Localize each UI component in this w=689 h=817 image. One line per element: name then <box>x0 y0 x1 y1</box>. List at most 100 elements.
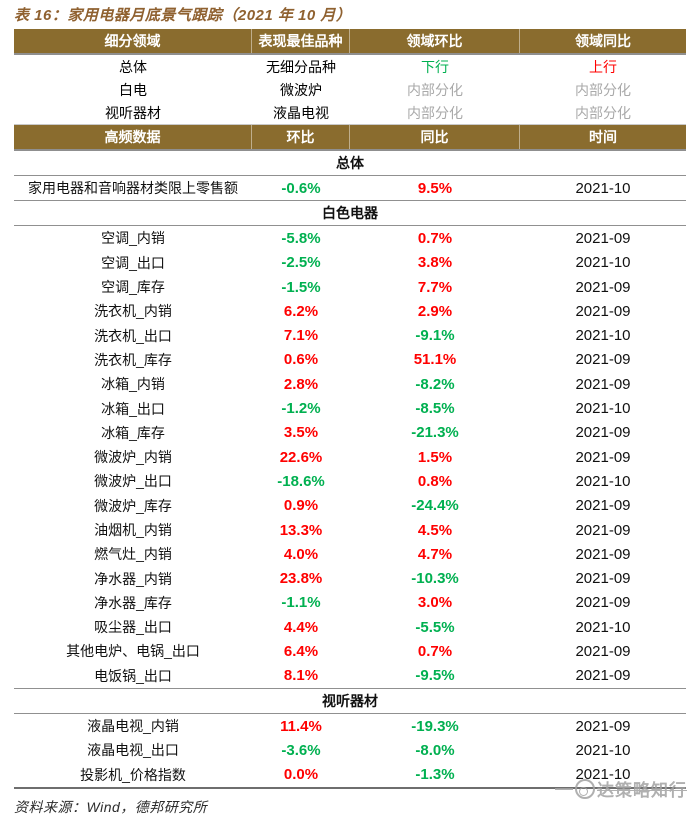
data-row: 其他电炉、电锅_出口 6.4% 0.7% 2021-09 <box>14 639 686 663</box>
mom-cell: 4.0% <box>283 545 319 563</box>
data-row: 液晶电视_内销 11.4% -19.3% 2021-09 <box>14 714 686 738</box>
data-row: 洗衣机_出口 7.1% -9.1% 2021-10 <box>14 323 686 347</box>
date-cell: 2021-09 <box>575 424 631 442</box>
data-row: 微波炉_内销 22.6% 1.5% 2021-09 <box>14 445 686 469</box>
data-row: 电饭锅_出口 8.1% -9.5% 2021-09 <box>14 664 686 688</box>
date-cell: 2021-09 <box>575 278 631 296</box>
indicator-cell: 液晶电视_内销 <box>87 718 179 735</box>
data-row: 空调_出口 -2.5% 3.8% 2021-10 <box>14 251 686 275</box>
date-cell: 2021-10 <box>575 179 631 197</box>
summary-header-best-variety: 表现最佳品种 <box>252 29 350 53</box>
date-cell: 2021-09 <box>575 521 631 539</box>
yoy-cell: 9.5% <box>417 179 453 197</box>
data-row: 洗衣机_内销 6.2% 2.9% 2021-09 <box>14 299 686 323</box>
indicator-cell: 洗衣机_库存 <box>94 351 172 368</box>
data-row: 洗衣机_库存 0.6% 51.1% 2021-09 <box>14 348 686 372</box>
summary-header-segment-yoy: 领域同比 <box>575 33 631 49</box>
indicator-cell: 净水器_内销 <box>94 570 172 587</box>
date-cell: 2021-10 <box>575 472 631 490</box>
segment-cell: 总体 <box>119 58 147 75</box>
mom-cell: 11.4% <box>280 717 322 735</box>
yoy-cell: 3.8% <box>417 254 453 272</box>
date-cell: 2021-10 <box>575 741 631 759</box>
data-row: 吸尘器_出口 4.4% -5.5% 2021-10 <box>14 615 686 639</box>
date-cell: 2021-09 <box>575 351 631 369</box>
data-row: 空调_库存 -1.5% 7.7% 2021-09 <box>14 275 686 299</box>
data-row: 净水器_内销 23.8% -10.3% 2021-09 <box>14 566 686 590</box>
mom-cell: 3.5% <box>283 424 319 442</box>
data-row: 空调_内销 -5.8% 0.7% 2021-09 <box>14 226 686 250</box>
indicator-cell: 冰箱_内销 <box>101 376 165 393</box>
indicator-cell: 微波炉_内销 <box>94 449 172 466</box>
mom-cell: 13.3% <box>279 521 323 539</box>
yoy-cell: -8.0% <box>415 741 455 759</box>
summary-header-row: 细分领域 表现最佳品种 领域环比 领域同比 <box>14 29 686 55</box>
mom-cell: 4.4% <box>283 618 319 636</box>
data-row: 净水器_库存 -1.1% 3.0% 2021-09 <box>14 591 686 615</box>
data-row: 投影机_价格指数 0.0% -1.3% 2021-10 <box>14 763 686 787</box>
mom-cell: -1.2% <box>281 400 321 418</box>
indicator-cell: 冰箱_出口 <box>101 400 165 417</box>
indicator-cell: 冰箱_库存 <box>101 424 165 441</box>
indicator-cell: 洗衣机_出口 <box>94 327 172 344</box>
detail-header-mom: 环比 <box>252 125 350 149</box>
segment-mom-cell: 内部分化 <box>407 104 463 121</box>
date-cell: 2021-10 <box>575 766 631 784</box>
detail-header-date: 时间 <box>589 129 617 145</box>
indicator-cell: 微波炉_库存 <box>94 497 172 514</box>
date-cell: 2021-09 <box>575 642 631 660</box>
summary-row: 总体 无细分品种 下行 上行 <box>14 55 686 78</box>
yoy-cell: 0.7% <box>417 229 453 247</box>
date-cell: 2021-09 <box>575 594 631 612</box>
summary-row: 白电 微波炉 内部分化 内部分化 <box>14 78 686 101</box>
yoy-cell: -10.3% <box>411 570 459 588</box>
yoy-cell: -8.2% <box>415 375 455 393</box>
indicator-cell: 油烟机_内销 <box>94 522 172 538</box>
best-variety-cell: 微波炉 <box>280 81 322 98</box>
data-row: 油烟机_内销 13.3% 4.5% 2021-09 <box>14 518 686 542</box>
mom-cell: -5.8% <box>281 229 321 247</box>
mom-cell: 22.6% <box>279 448 323 466</box>
segment-cell: 视听器材 <box>105 104 161 121</box>
source-note: 资料来源：Wind，德邦研究所 <box>14 798 208 815</box>
mom-cell: 7.1% <box>283 327 319 345</box>
indicator-cell: 液晶电视_出口 <box>87 742 179 759</box>
mom-cell: -1.5% <box>281 278 321 296</box>
indicator-cell: 燃气灶_内销 <box>94 546 172 563</box>
data-row: 冰箱_出口 -1.2% -8.5% 2021-10 <box>14 396 686 420</box>
mom-cell: 8.1% <box>283 667 319 685</box>
indicator-cell: 电饭锅_出口 <box>94 667 172 684</box>
date-cell: 2021-09 <box>575 717 631 735</box>
indicator-cell: 其他电炉、电锅_出口 <box>66 643 200 660</box>
date-cell: 2021-10 <box>575 400 631 418</box>
date-cell: 2021-09 <box>575 229 631 247</box>
data-row: 冰箱_库存 3.5% -21.3% 2021-09 <box>14 421 686 445</box>
segment-mom-cell: 内部分化 <box>407 81 463 98</box>
indicator-cell: 空调_出口 <box>101 254 165 271</box>
yoy-cell: -8.5% <box>415 400 455 418</box>
yoy-cell: -9.1% <box>415 327 455 345</box>
summary-header-segment: 细分领域 <box>14 29 252 53</box>
section-header-row: 视听器材 <box>14 687 686 714</box>
yoy-cell: -5.5% <box>415 618 455 636</box>
mom-cell: 2.8% <box>283 375 319 393</box>
mom-cell: -18.6% <box>277 472 325 490</box>
yoy-cell: -19.3% <box>411 717 459 735</box>
detail-rows: 总体 家用电器和音响器材类限上零售额 -0.6% 9.5% 2021-10 白色电器 空调_… <box>14 151 686 787</box>
indicator-cell: 家用电器和音响器材类限上零售额 <box>28 180 238 197</box>
mom-cell: -2.5% <box>281 254 321 272</box>
mom-cell: 23.8% <box>279 570 323 588</box>
table-title: 表 16：家用电器月底景气跟踪（2021 年 10 月） <box>14 7 352 24</box>
summary-rows: 总体 无细分品种 下行 上行 白电 微波炉 内部分化 内部分化 视听器材 液晶电视 内部分化 内部分化 <box>14 55 686 124</box>
mom-cell: 0.9% <box>283 497 319 515</box>
data-row: 液晶电视_出口 -3.6% -8.0% 2021-10 <box>14 738 686 762</box>
mom-cell: -0.6% <box>281 179 321 197</box>
date-cell: 2021-09 <box>575 302 631 320</box>
data-row: 微波炉_库存 0.9% -24.4% 2021-09 <box>14 494 686 518</box>
date-cell: 2021-09 <box>575 570 631 588</box>
date-cell: 2021-09 <box>575 545 631 563</box>
date-cell: 2021-09 <box>575 448 631 466</box>
indicator-cell: 投影机_价格指数 <box>80 766 186 783</box>
indicator-cell: 净水器_库存 <box>94 594 172 611</box>
date-cell: 2021-09 <box>575 497 631 515</box>
